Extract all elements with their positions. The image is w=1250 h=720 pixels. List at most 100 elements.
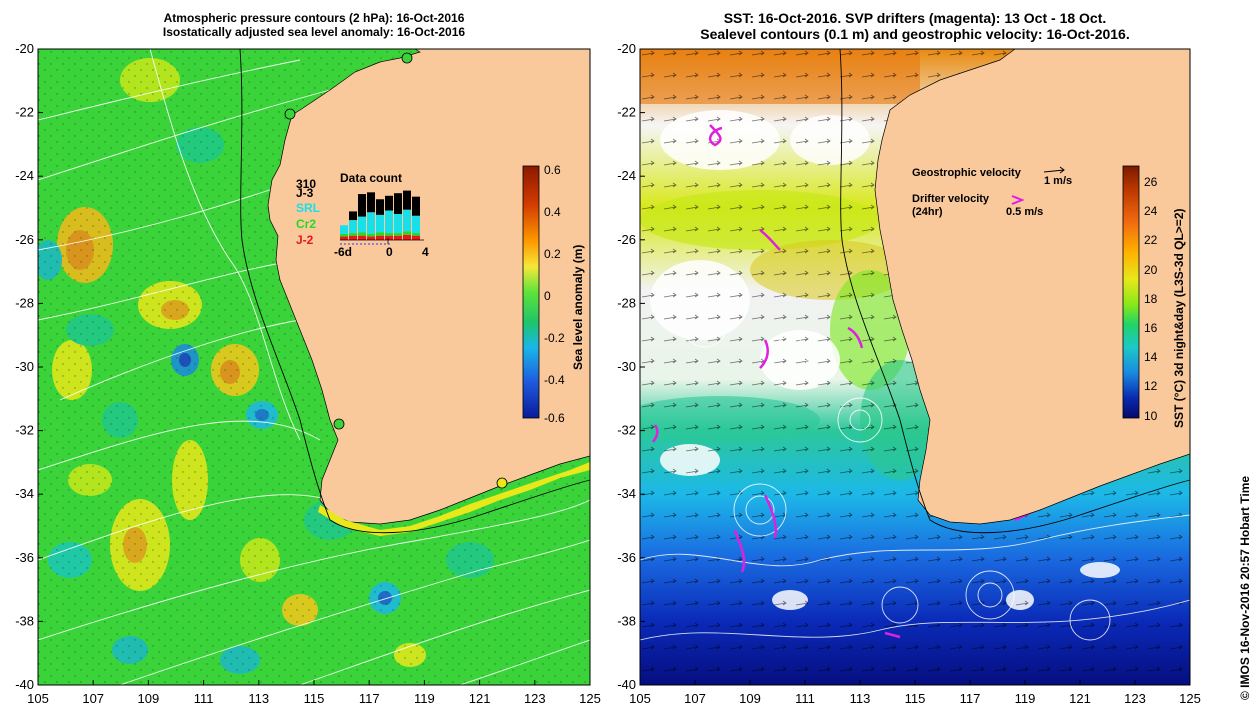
lat-tick-label: -40 (617, 677, 636, 692)
right-title-line-2: Sealevel contours (0.1 m) and geostrophi… (700, 26, 1130, 42)
data-count-bar-segment (385, 210, 393, 234)
data-count-bar-segment (349, 235, 357, 240)
data-count-bar-segment (385, 233, 393, 236)
geo-velocity-scale: 1 m/s (1044, 175, 1072, 187)
lat-tick-label: -36 (15, 550, 34, 565)
lat-tick-label: -22 (617, 105, 636, 120)
data-count-bar-segment (376, 232, 384, 236)
lon-tick-label: 123 (524, 691, 546, 706)
sst-tick: 18 (1144, 292, 1158, 306)
lat-tick-label: -34 (617, 486, 636, 501)
data-count-bar-segment (385, 235, 393, 240)
tide-gauge-marker (496, 477, 508, 489)
lon-tick-label: 105 (27, 691, 49, 706)
left-map-title: Atmospheric pressure contours (2 hPa): 1… (38, 11, 590, 39)
data-count-bar-segment (349, 211, 357, 221)
data-count-bar-segment (340, 233, 348, 237)
sst-tick: 26 (1144, 175, 1158, 189)
data-count-bar-segment (340, 225, 348, 234)
data-count-bar-segment (412, 235, 420, 240)
lat-tick-label: -40 (15, 677, 34, 692)
drifter-velocity-label: Drifter velocity (912, 193, 990, 205)
lat-tick-label: -26 (617, 232, 636, 247)
data-count-bar-segment (358, 194, 366, 217)
lon-tick-label: 121 (1069, 691, 1091, 706)
data-count-bar-segment (412, 233, 420, 236)
lat-tick-label: -20 (617, 41, 636, 56)
lat-tick-label: -32 (617, 423, 636, 438)
lon-tick-label: 111 (795, 691, 815, 706)
sla-tick: 0 (544, 289, 551, 303)
sat-label-j2: J-2 (296, 233, 314, 247)
tide-gauge-marker (401, 52, 413, 64)
data-count-bar-segment (403, 190, 411, 210)
sla-tick: -0.6 (544, 411, 565, 425)
lon-tick-label: 115 (304, 691, 325, 706)
data-count-bar-segment (358, 235, 366, 240)
lon-tick-label: 123 (1124, 691, 1146, 706)
sat-label-cr2: Cr2 (296, 217, 316, 231)
sla-tick: -0.2 (544, 331, 565, 345)
geo-velocity-arrow-icon (1043, 166, 1065, 174)
tide-gauge-marker (284, 108, 296, 120)
sst-tick: 22 (1144, 233, 1158, 247)
imos-timestamp: © IMOS 16-Nov-2016 20:57 Hobart Time (1238, 475, 1250, 700)
dc-xtick-zero: 0 (386, 245, 393, 259)
left-title-line-2: Isostatically adjusted sea level anomaly… (162, 25, 466, 39)
sla-colorbar-ramp (522, 165, 540, 419)
pressure-contours (38, 49, 590, 685)
sst-colorbar: 26 24 22 20 18 16 14 12 10 SST (°C) 3d n… (1122, 165, 1186, 429)
data-count-bar-segment (403, 209, 411, 232)
sst-colorbar-ramp (1122, 165, 1140, 419)
lat-tick-label: -20 (15, 41, 34, 56)
data-count-bar-segment (367, 233, 375, 237)
lat-tick-label: -30 (15, 359, 34, 374)
data-count-bar-segment (376, 214, 384, 233)
lat-tick-label: -30 (617, 359, 636, 374)
data-count-bar-segment (367, 212, 375, 234)
data-count-bar-segment (412, 196, 420, 216)
lon-tick-label: 119 (1015, 691, 1036, 706)
lon-tick-label: 113 (850, 691, 871, 706)
dc-xtick-start: -6d (334, 245, 352, 259)
data-count-bar-segment (376, 199, 384, 215)
data-count-bar-segment (394, 214, 402, 234)
sla-tick: 0.4 (544, 205, 561, 219)
lon-tick-label: 115 (905, 691, 926, 706)
lon-tick-label: 125 (579, 691, 601, 706)
lat-tick-label: -38 (15, 613, 34, 628)
data-count-max: 310 (296, 177, 316, 191)
lat-tick-label: -34 (15, 486, 34, 501)
sealevel-contours (640, 302, 1190, 641)
data-count-bar-segment (412, 215, 420, 234)
data-count-bar-segment (349, 220, 357, 234)
sla-tick: -0.4 (544, 373, 565, 387)
lat-tick-label: -24 (617, 168, 636, 183)
tide-gauge-marker (333, 418, 345, 430)
lon-tick-label: 109 (739, 691, 761, 706)
lon-tick-label: 121 (469, 691, 491, 706)
sla-colorbar: 0.6 0.4 0.2 0 -0.2 -0.4 -0.6 Sea level a… (522, 163, 585, 425)
right-map-title: SST: 16-Oct-2016. SVP drifters (magenta)… (640, 10, 1190, 42)
lat-tick-label: -28 (617, 295, 636, 310)
australia-land-left (267, 48, 591, 525)
data-count-bar-segment (394, 233, 402, 236)
lat-tick-label: -22 (15, 105, 34, 120)
drifter-arrow-icon (1011, 195, 1025, 205)
data-count-bar-segment (340, 236, 348, 240)
dc-xtick-end: 4 (422, 245, 429, 259)
geo-velocity-label: Geostrophic velocity (912, 167, 1022, 179)
data-count-bar-segment (403, 231, 411, 235)
data-count-bar-segment (394, 193, 402, 214)
lat-tick-label: -26 (15, 232, 34, 247)
sst-tick: 12 (1144, 379, 1158, 393)
data-count-bar-segment (403, 234, 411, 240)
data-count-bar-segment (358, 232, 366, 236)
lon-tick-label: 105 (629, 691, 651, 706)
sst-colorbar-label: SST (°C) 3d night&day (L3S-3d QL>=2) (1172, 209, 1186, 429)
lon-tick-label: 107 (684, 691, 706, 706)
sla-tick: 0.6 (544, 163, 561, 177)
data-count-title: Data count (340, 171, 402, 185)
data-count-bar-segment (367, 192, 375, 213)
